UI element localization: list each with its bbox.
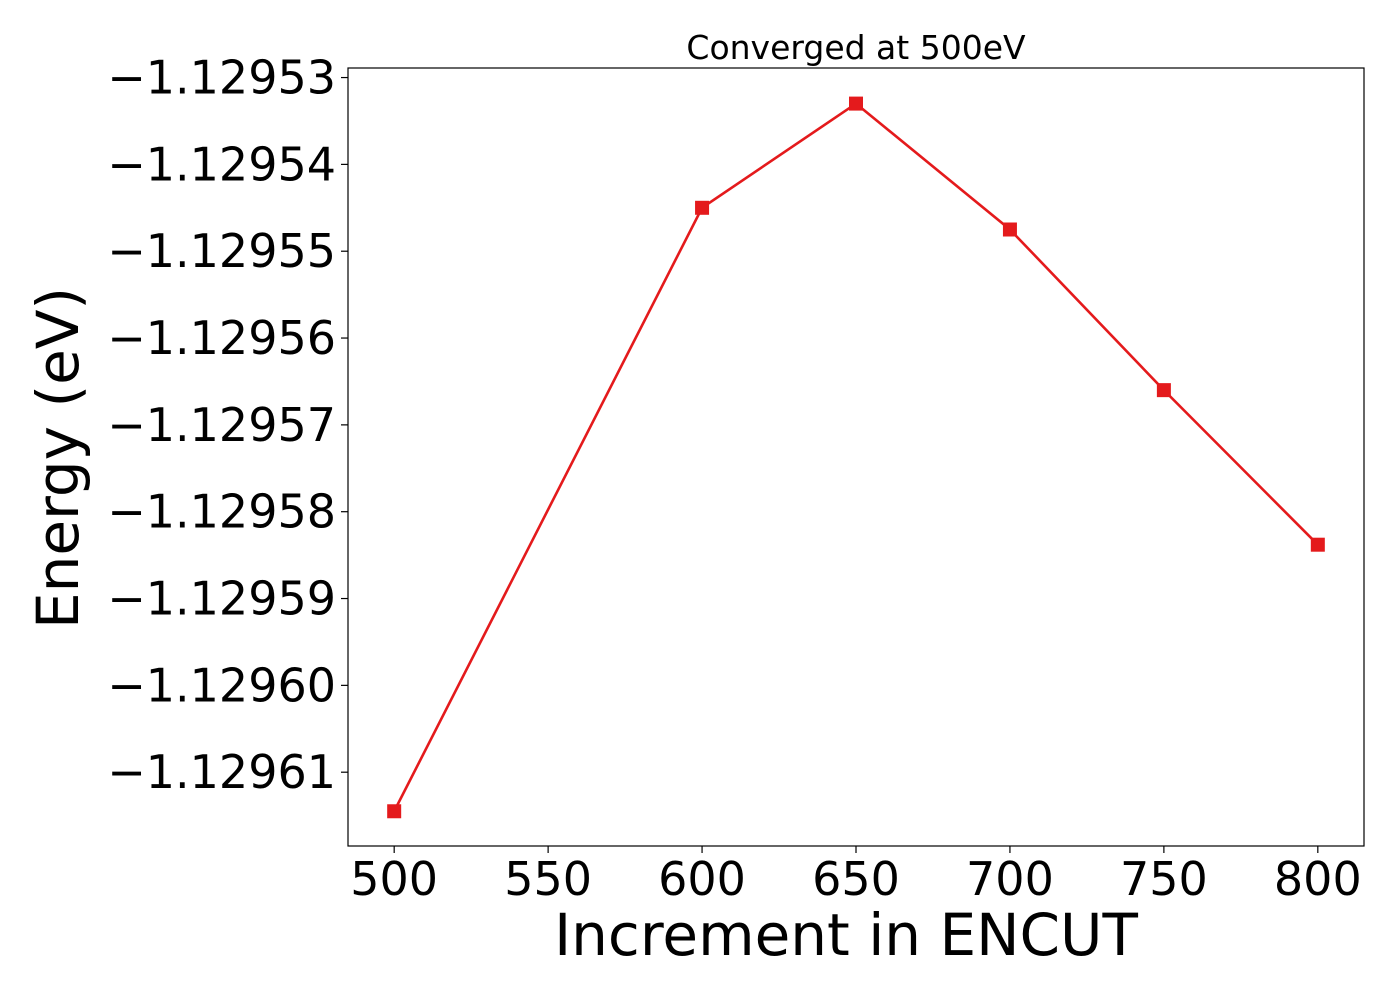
x-tick-label: 650: [812, 852, 900, 906]
y-tick-label: −1.12956: [107, 311, 336, 365]
y-tick-label: −1.12961: [107, 745, 336, 799]
series-line: [393, 101, 1319, 812]
y-axis-ticks: −1.12961 −1.12960 −1.12959 −1.12958 −1.12957…: [107, 51, 348, 799]
chart-title: Converged at 500eV: [686, 28, 1026, 67]
x-tick-label: 800: [1274, 852, 1362, 906]
data-point-marker: [387, 804, 402, 819]
x-tick-label: 600: [658, 852, 746, 906]
y-tick-label: −1.12957: [107, 398, 336, 452]
y-tick-label: −1.12953: [107, 51, 336, 105]
y-axis-label: Energy (eV): [24, 287, 92, 629]
data-point-marker: [695, 200, 710, 215]
data-point-marker: [1310, 537, 1325, 552]
plot-area-frame: [347, 67, 1365, 847]
y-tick-label: −1.12955: [107, 224, 336, 278]
data-point-marker: [1002, 222, 1017, 237]
y-tick-label: −1.12954: [107, 137, 336, 191]
x-tick-label: 700: [966, 852, 1054, 906]
x-tick-label: 750: [1120, 852, 1208, 906]
x-axis-ticks: 500 550 600 650 700 750 800: [350, 846, 1362, 906]
x-tick-label: 550: [504, 852, 592, 906]
x-tick-label: 500: [350, 852, 438, 906]
series-layer: [387, 96, 1325, 819]
data-point-marker: [1156, 383, 1171, 398]
data-point-marker: [849, 96, 863, 111]
x-axis-label: Increment in ENCUT: [554, 901, 1138, 969]
y-tick-label: −1.12960: [107, 658, 336, 712]
y-tick-label: −1.12959: [107, 572, 336, 626]
y-tick-label: −1.12958: [107, 485, 336, 539]
